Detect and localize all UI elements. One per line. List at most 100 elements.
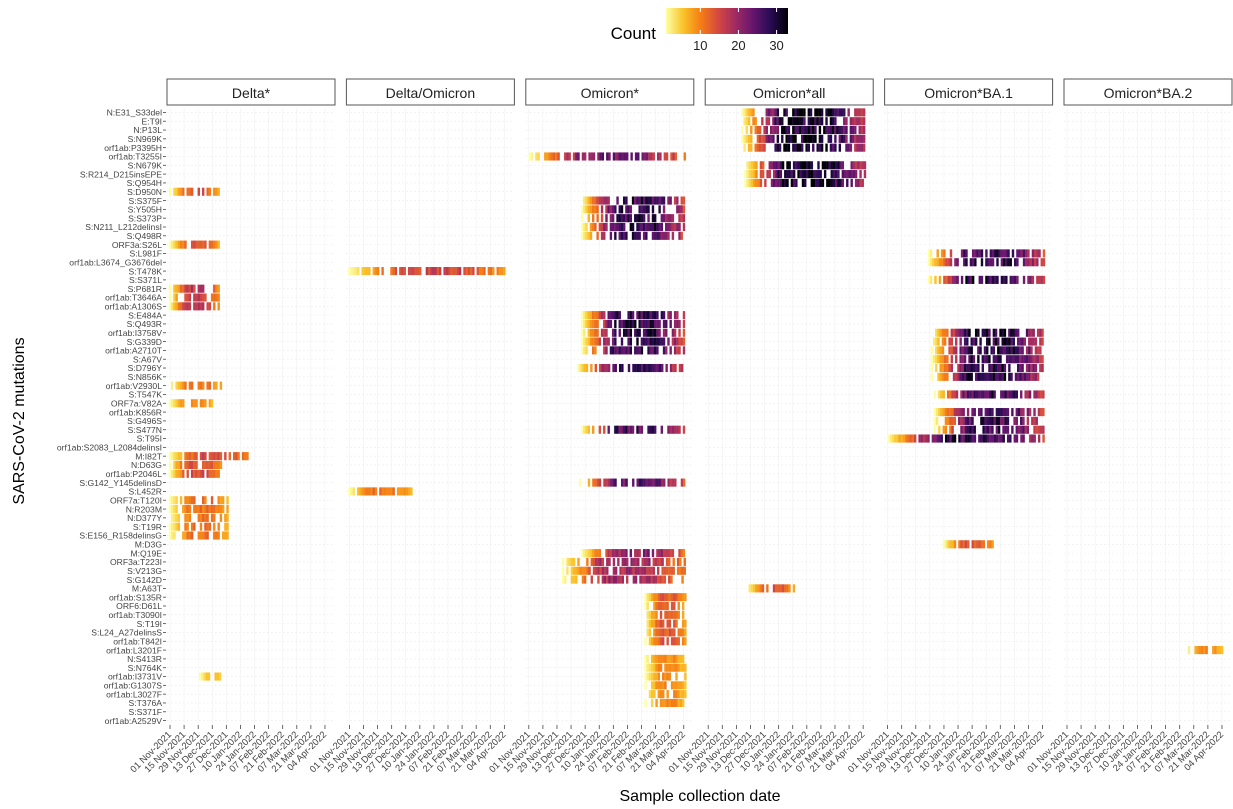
heat-cell [1005,346,1009,355]
heat-cell [944,416,948,425]
heat-cell [682,346,686,355]
heat-cell [1205,646,1208,655]
heat-cell [655,663,658,672]
heat-cell [792,178,796,187]
heat-cell [550,152,554,161]
heat-cell [1042,275,1046,284]
heat-cell [961,363,965,373]
heat-cell [1038,249,1041,258]
heat-cell [653,628,656,637]
y-axis-title: SARS-CoV-2 mutations [11,337,28,504]
heat-cell [662,593,665,602]
heat-cell [755,584,758,593]
heat-cell [587,328,590,337]
heat-cell [1019,372,1022,381]
heat-cell [658,319,661,329]
heat-cell [758,125,762,135]
heat-cell [679,698,683,708]
heat-cell [663,152,667,161]
heat-cell [557,152,560,161]
heat-cell [1032,328,1035,337]
heat-cell [611,311,615,320]
heat-cell [173,531,176,540]
heat-cell [860,134,864,143]
heat-cell [832,161,836,170]
heat-cell [665,231,668,240]
heat-cell [372,267,375,276]
heat-cell [752,117,755,126]
heat-cell [575,566,578,575]
heat-cell [645,152,649,161]
heat-cell [673,425,677,434]
heat-cell [1009,275,1012,284]
heat-cell [202,187,205,196]
heat-cell [467,267,471,276]
heat-cell [997,363,1000,373]
y-tick-label: S:Q498R [127,231,162,241]
y-tick-label: ORF7a:T120I [110,495,162,505]
heat-cell [570,566,574,575]
heat-cell [376,267,380,276]
heat-cell [410,487,413,496]
heat-cell [941,346,945,355]
heat-cell [798,143,802,152]
heat-cell [987,258,990,267]
heat-cell [803,134,806,143]
heat-cell [568,152,571,161]
heat-cell [616,425,619,434]
heat-cell [1014,355,1018,364]
heat-cell [657,637,661,646]
heat-cell [390,267,393,276]
heat-cell [580,425,584,434]
heat-cell [1040,275,1043,284]
heat-cell [1036,258,1039,267]
heat-cell [831,108,835,117]
heat-cell [787,125,791,135]
heat-cell [959,328,962,337]
heat-cell [617,575,620,584]
heat-cell [608,557,611,566]
heat-cell [1008,337,1011,346]
heat-cell [960,275,964,284]
heat-cell [761,170,765,179]
heat-cell [943,355,947,364]
heat-cell [651,346,655,355]
heat-cell [653,593,656,602]
heat-cell [634,214,637,223]
heat-cell [850,178,853,187]
heat-cell [592,311,595,320]
heat-cell [478,267,482,276]
heat-cell [587,478,591,487]
heat-cell [950,337,954,346]
heat-cell [956,275,959,284]
heat-cell [592,337,595,346]
facet-label: Delta/Omicron [386,85,475,101]
heat-cell [935,408,939,417]
heat-cell [1037,434,1041,443]
heat-cell [175,399,178,408]
heat-cell [179,469,183,478]
heat-cell [1001,346,1004,355]
heat-cell [643,478,646,487]
heat-cell [944,408,948,417]
heat-cell [668,566,671,575]
heat-cell [1041,328,1044,337]
heat-cell [206,187,209,196]
heat-cell [1194,646,1197,655]
heat-cell [658,205,661,214]
heat-cell [997,337,1000,346]
heat-cell [1011,249,1015,258]
heat-cell [666,610,669,619]
heat-cell [949,425,952,434]
heat-cell [935,363,938,373]
y-tick-label: S:S371F [129,707,162,717]
heat-cell [983,346,987,355]
heat-cell [392,267,395,276]
heat-cell [193,452,196,461]
heat-cell [682,205,686,214]
heat-cell [177,513,181,522]
heat-cell [967,540,970,549]
heat-cell [598,549,602,558]
heat-cell [655,619,658,628]
heat-cell [606,575,609,584]
